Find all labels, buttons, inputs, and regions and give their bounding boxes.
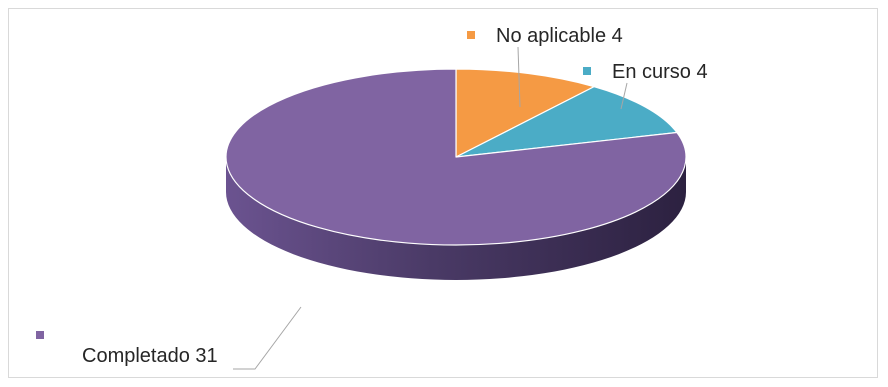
pie-chart: No aplicable 4 En curso 4 Completado 31	[36, 25, 708, 370]
data-label-completado: Completado 31	[82, 345, 218, 367]
pie-side-completado	[226, 157, 686, 280]
data-label-no-aplicable: No aplicable 4	[496, 25, 623, 47]
pie-side-layer	[226, 157, 686, 280]
leader-line-en-curso	[620, 82, 628, 110]
leader-line-no-aplicable	[517, 46, 521, 108]
label-marker-no-aplicable	[467, 31, 475, 39]
leader-line-completado	[233, 306, 302, 370]
data-labels: No aplicable 4 En curso 4 Completado 31	[36, 25, 708, 367]
pie-slice-completado	[225, 68, 687, 246]
data-label-en-curso: En curso 4	[612, 61, 708, 83]
chart-area: No aplicable 4 En curso 4 Completado 31	[8, 8, 878, 378]
leader-lines	[233, 46, 628, 370]
pie-top-layer	[225, 68, 687, 246]
label-marker-en-curso	[583, 67, 591, 75]
pie-slice-no-aplicable	[455, 68, 595, 158]
label-marker-completado	[36, 331, 44, 339]
